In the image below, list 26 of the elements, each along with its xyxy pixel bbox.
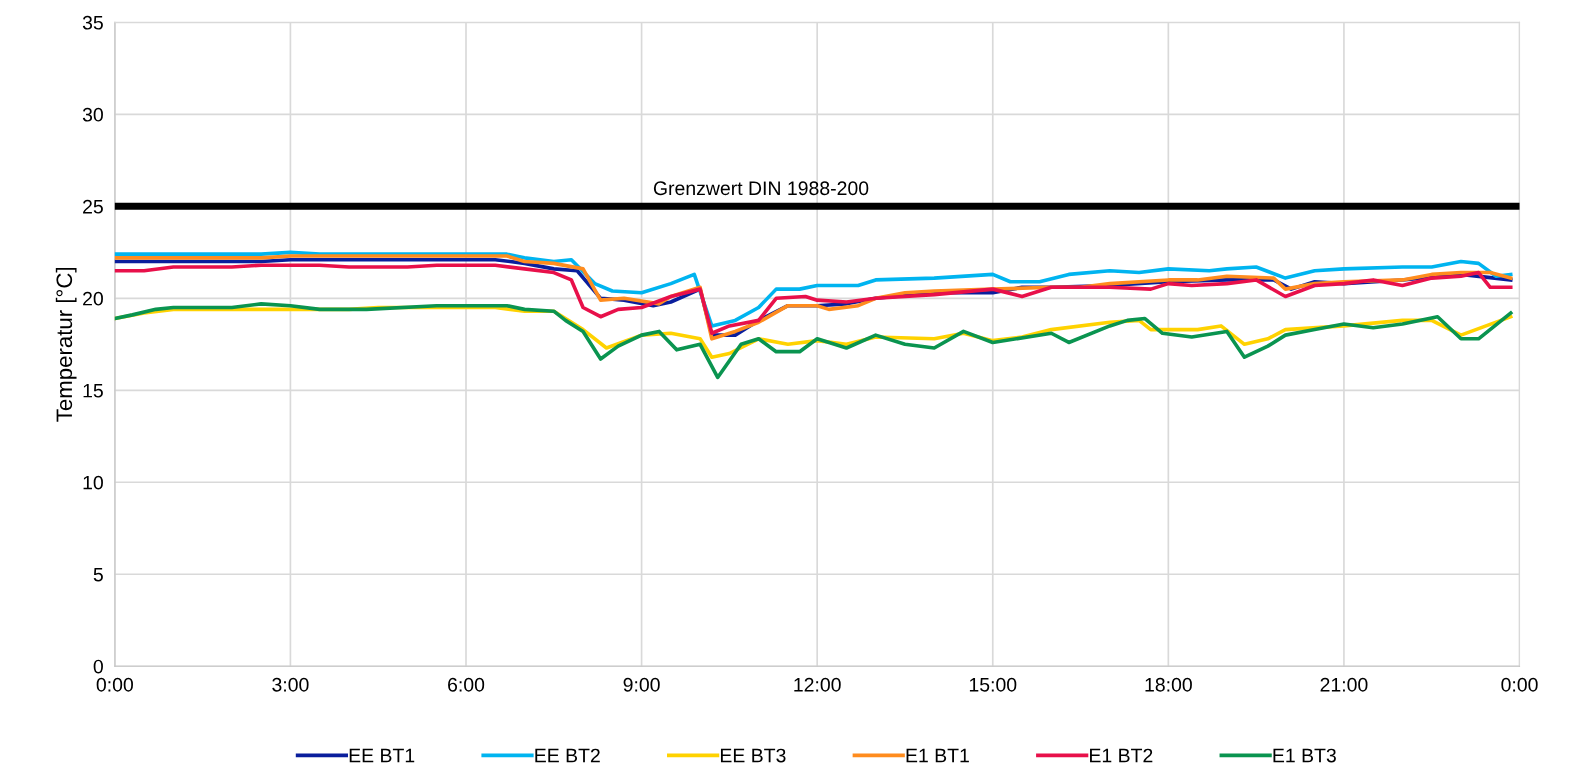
y-tick-label: 30 bbox=[82, 107, 103, 122]
x-tick-label: 18:00 bbox=[1145, 677, 1192, 692]
legend-label: EE BT2 bbox=[535, 748, 600, 763]
x-tick-label: 12:00 bbox=[794, 677, 841, 692]
line-series bbox=[114, 302, 1513, 380]
legend-label: E1 BT2 bbox=[1090, 748, 1153, 763]
legend-label: E1 BT3 bbox=[1273, 748, 1336, 763]
y-tick-label: 25 bbox=[83, 199, 103, 214]
y-tick-label: 0 bbox=[93, 659, 103, 674]
legend-label: EE BT1 bbox=[349, 748, 415, 763]
legend-label: E1 BT1 bbox=[906, 748, 969, 763]
x-tick-label: 9:00 bbox=[623, 677, 660, 692]
x-tick-label: 0:00 bbox=[96, 677, 133, 692]
x-tick-label: 6:00 bbox=[448, 677, 485, 692]
x-tick-label: 0:00 bbox=[1501, 677, 1538, 692]
y-tick-label: 20 bbox=[83, 291, 103, 306]
legend-label: EE BT3 bbox=[720, 748, 786, 763]
x-tick-label: 15:00 bbox=[969, 677, 1017, 692]
y-tick-label: 15 bbox=[83, 383, 103, 398]
x-tick-label: 21:00 bbox=[1320, 677, 1368, 692]
y-axis-title: Temperatur [°C] bbox=[55, 267, 77, 422]
x-tick-label: 3:00 bbox=[272, 677, 309, 692]
ref-line-label: Grenzwert DIN 1988-200 bbox=[653, 181, 869, 196]
y-tick-label: 35 bbox=[82, 15, 103, 30]
y-tick-label: 10 bbox=[83, 475, 103, 490]
y-tick-label: 5 bbox=[93, 567, 103, 582]
